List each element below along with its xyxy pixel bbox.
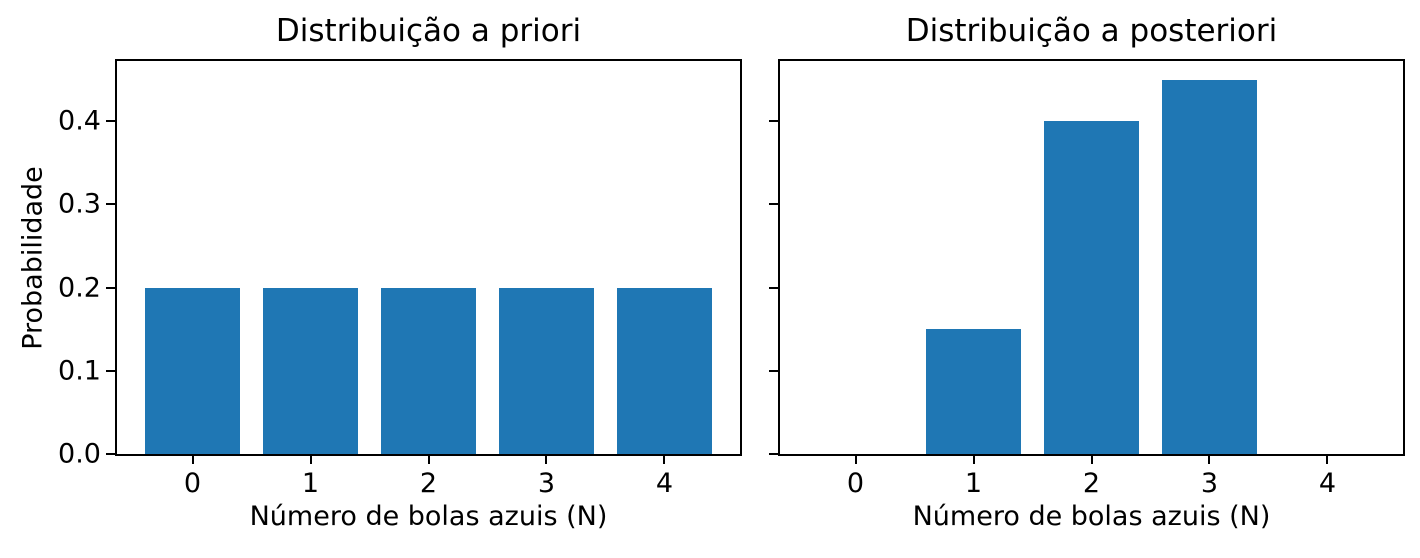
- y-tick-mark: [769, 369, 780, 372]
- y-tick-mark: [106, 120, 117, 123]
- posterior-x-axis-label: Número de bolas azuis (N): [912, 501, 1271, 532]
- y-tick-label: 0.4: [58, 105, 101, 137]
- bar-N3: [499, 287, 594, 454]
- x-tick-mark: [1208, 454, 1211, 464]
- x-tick-mark: [1090, 454, 1093, 464]
- y-tick-mark: [106, 203, 117, 206]
- x-tick-label: 1: [301, 468, 320, 499]
- x-tick-mark: [1326, 454, 1329, 464]
- x-tick-mark: [309, 454, 312, 464]
- y-tick-mark: [106, 369, 117, 372]
- bar-N2: [381, 287, 476, 454]
- bar-N4: [617, 287, 712, 454]
- x-tick-label: 3: [537, 468, 556, 499]
- y-tick-label: 0.0: [58, 438, 101, 470]
- x-tick-mark: [854, 454, 857, 464]
- y-tick-mark: [106, 453, 117, 455]
- x-tick-mark: [427, 454, 430, 464]
- x-tick-label: 4: [1318, 468, 1337, 499]
- bar-N0: [145, 287, 240, 454]
- bar-N3: [1162, 79, 1257, 454]
- bar-N1: [926, 329, 1021, 454]
- y-tick-label: 0.3: [58, 188, 101, 220]
- y-tick-mark: [769, 286, 780, 289]
- prior-x-axis-label: Número de bolas azuis (N): [249, 501, 608, 532]
- x-tick-mark: [972, 454, 975, 464]
- prior-plot-area: Distribuição a priori Probabilidade Núme…: [18, 14, 742, 531]
- bar-N2: [1044, 121, 1139, 454]
- y-tick-label: 0.2: [58, 272, 101, 304]
- y-tick-mark: [106, 286, 117, 289]
- x-tick-mark: [663, 454, 666, 464]
- y-tick-mark: [769, 120, 780, 123]
- y-tick-mark: [769, 453, 780, 455]
- y-tick-mark: [769, 203, 780, 206]
- x-tick-mark: [545, 454, 548, 464]
- posterior-plot-area: Distribuição a posteriori Número de bola…: [769, 14, 1405, 531]
- prior-title: Distribuição a priori: [275, 12, 582, 49]
- posterior-title: Distribuição a posteriori: [905, 12, 1278, 49]
- x-tick-label: 0: [846, 468, 865, 499]
- y-axis-label: Probabilidade: [17, 165, 49, 350]
- x-tick-label: 2: [419, 468, 438, 499]
- x-tick-mark: [191, 454, 194, 464]
- x-tick-label: 3: [1200, 468, 1219, 499]
- bar-N1: [263, 287, 358, 454]
- x-tick-label: 0: [183, 468, 202, 499]
- y-tick-label: 0.1: [58, 355, 101, 387]
- x-tick-label: 4: [655, 468, 674, 499]
- x-tick-label: 1: [964, 468, 983, 499]
- x-tick-label: 2: [1082, 468, 1101, 499]
